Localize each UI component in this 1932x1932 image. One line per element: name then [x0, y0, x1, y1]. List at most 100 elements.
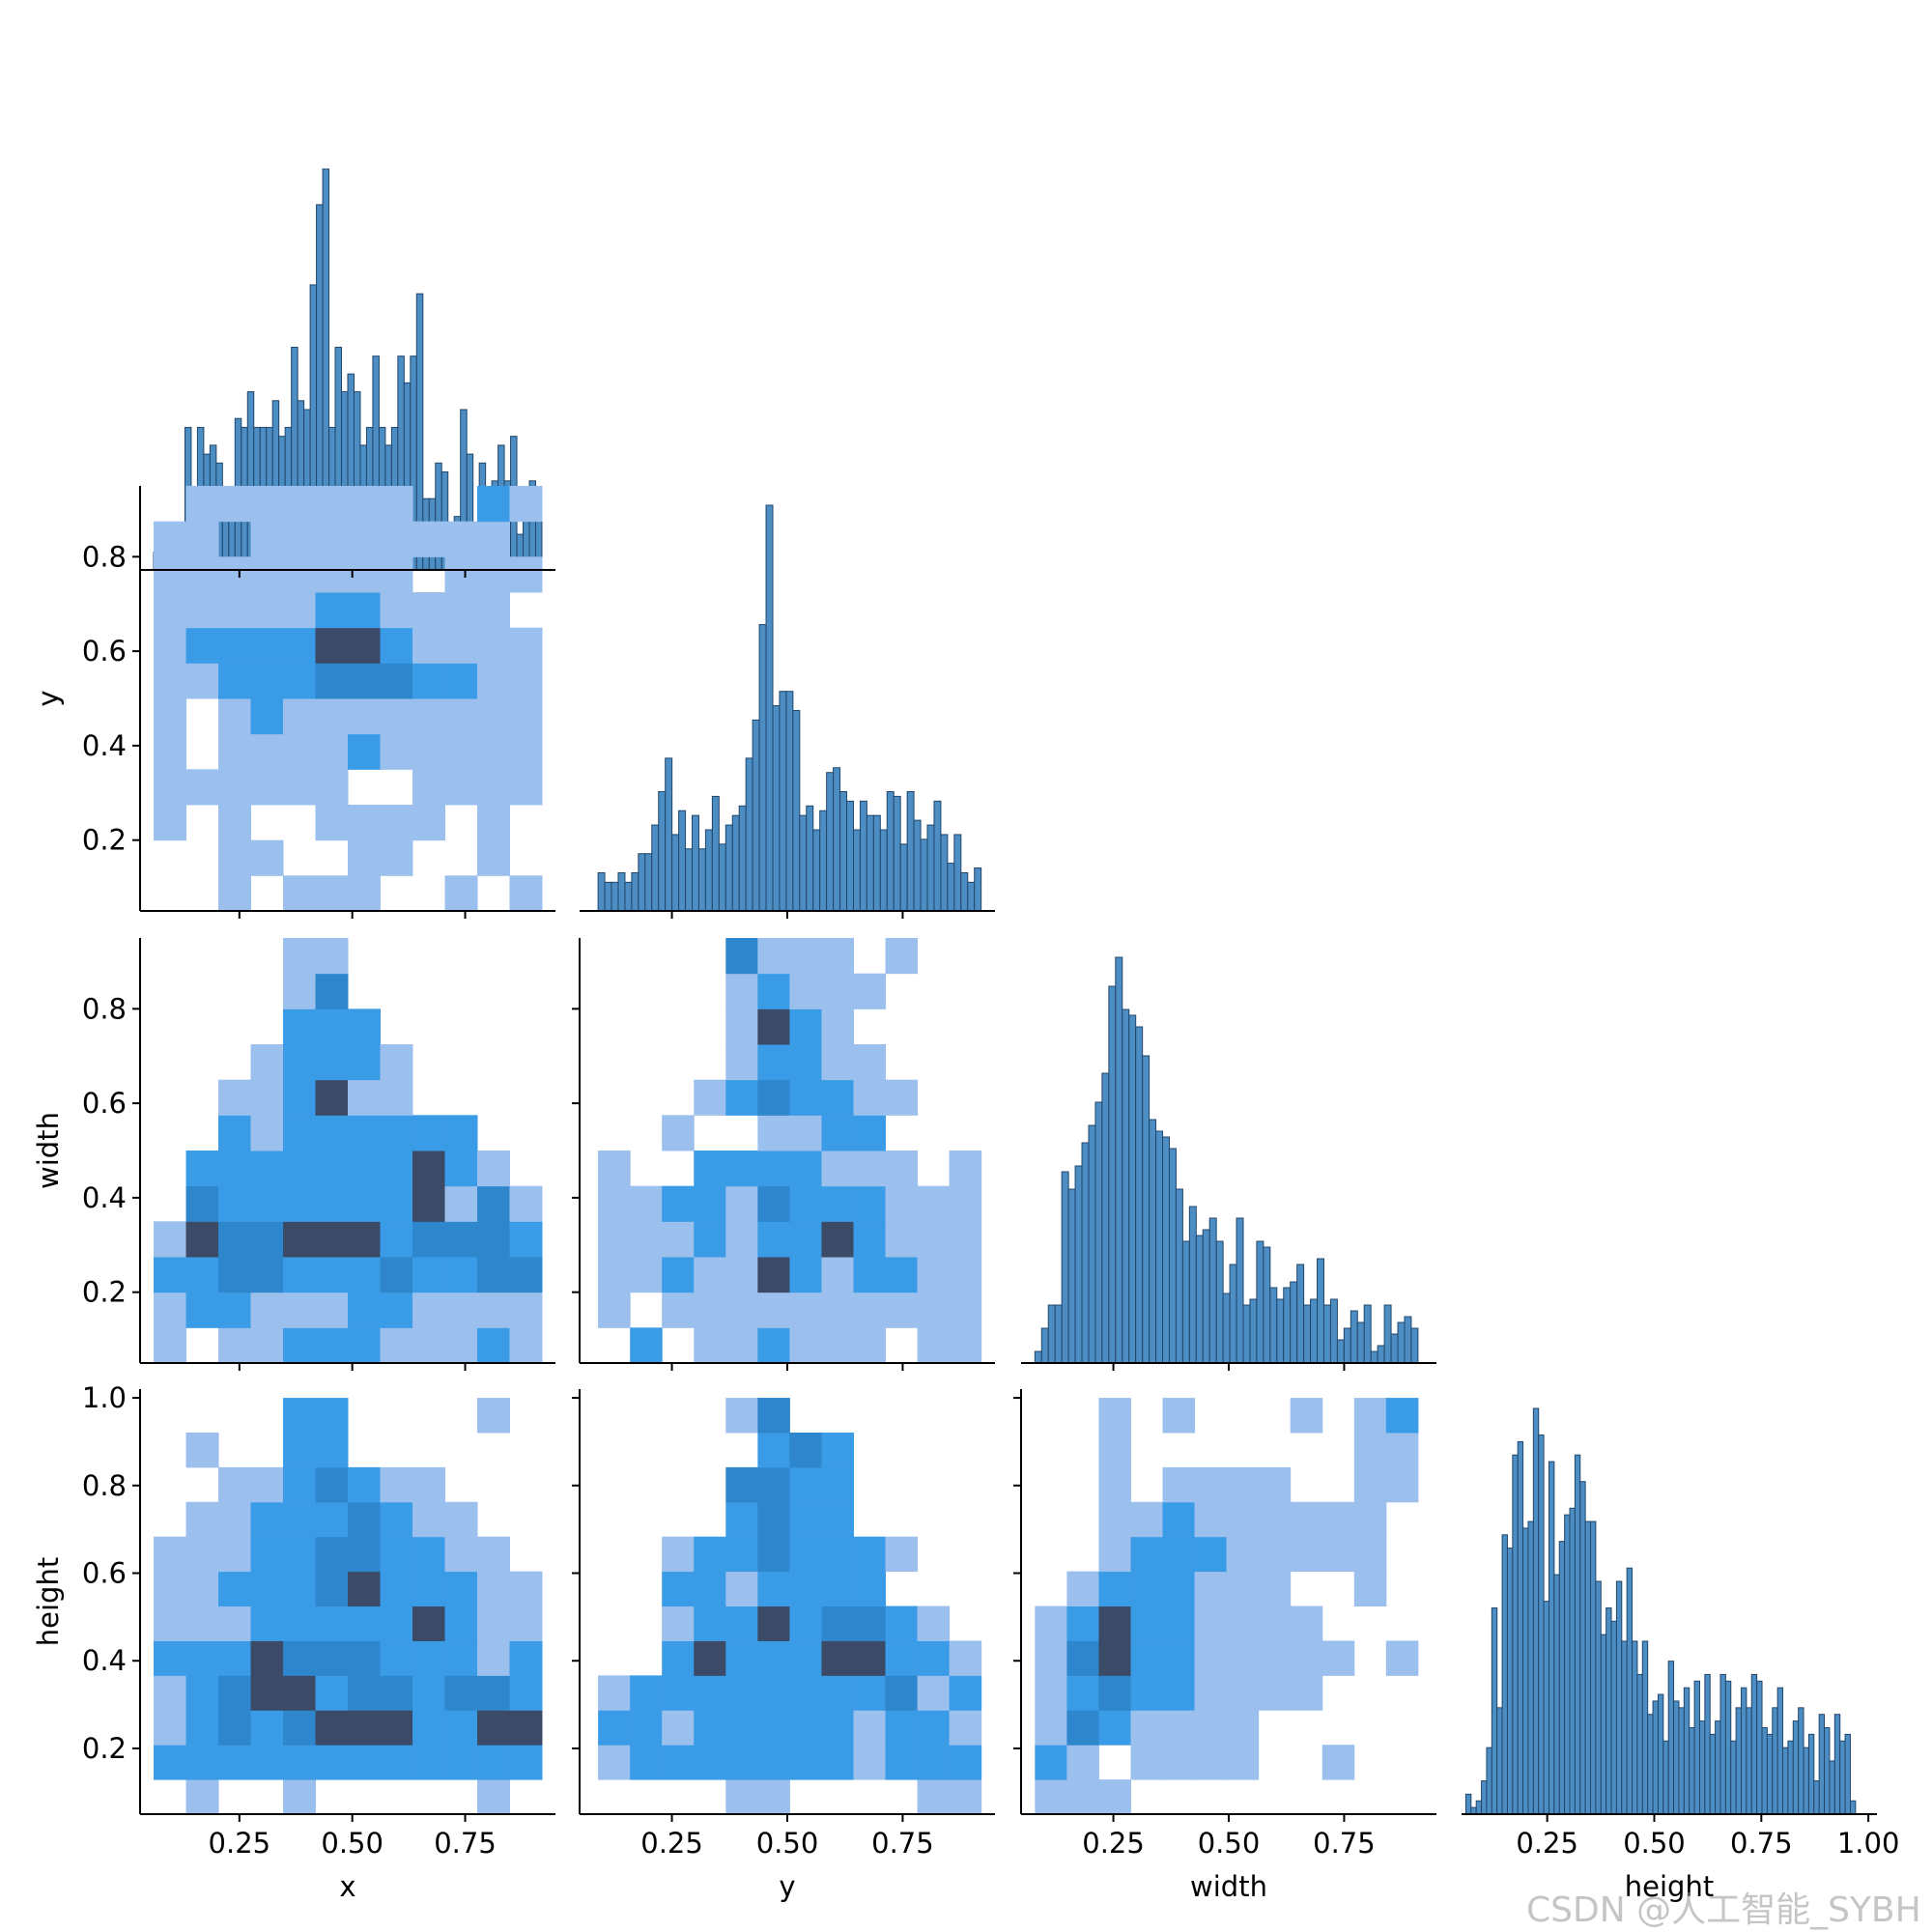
hist2d-cell-y_vs_x-2-6	[348, 805, 381, 841]
hist2d-cell-height_vs_y-6-7	[821, 1571, 854, 1607]
hist2d-cell-height_vs_width-5-2	[1098, 1605, 1131, 1641]
hist2d-cell-height_vs_x-2-9	[444, 1710, 478, 1746]
hist2d-cell-width_vs_x-3-8	[412, 1221, 445, 1258]
hist2d-cell-height_vs_y-7-6	[789, 1536, 822, 1573]
hist2d-cell-width_vs_x-0-0	[154, 1327, 187, 1364]
hist2d-cell-y_vs_x-11-2	[218, 486, 252, 523]
hist-bar-width-18	[1155, 1130, 1164, 1364]
hist-bar-height-57	[1761, 1726, 1768, 1815]
hist-bar-y-4	[624, 881, 633, 912]
hist-bar-width-0	[1034, 1350, 1042, 1364]
hist2d-cell-width_vs_x-8-3	[250, 1044, 284, 1081]
hist2d-cell-height_vs_y-0-11	[949, 1779, 982, 1815]
hist2d-cell-y_vs_x-9-11	[509, 556, 543, 593]
hist-bar-width-8	[1088, 1124, 1096, 1364]
hist-bar-height-69	[1824, 1726, 1831, 1815]
hist2d-cell-y_vs_x-4-9	[444, 733, 478, 770]
hist2d-cell-width_vs_y-5-5	[757, 1151, 790, 1187]
hist-bar-y-49	[926, 824, 935, 912]
hist2d-cell-width_vs_y-8-8	[853, 1044, 887, 1081]
hist2d-cell-width_vs_x-6-2	[218, 1115, 252, 1151]
hist2d-cell-width_vs_y-0-4	[725, 1327, 758, 1364]
hist2d-cell-height_vs_width-4-4	[1162, 1640, 1196, 1676]
hist2d-cell-y_vs_x-6-5	[315, 663, 349, 699]
hist-bar-width-32	[1249, 1298, 1258, 1364]
hist-bar-width-34	[1263, 1246, 1271, 1364]
hist-bar-height-70	[1829, 1760, 1835, 1815]
hist-bar-width-54	[1397, 1321, 1406, 1364]
hist2d-cell-width_vs_y-1-11	[949, 1292, 982, 1328]
hist-bar-y-2	[611, 881, 619, 912]
hist2d-cell-height_vs_x-7-0	[154, 1536, 187, 1573]
x-axis-title-x: x	[339, 1870, 355, 1903]
hist2d-cell-width_vs_y-2-6	[789, 1257, 822, 1293]
hist2d-cell-width_vs_x-7-4	[283, 1079, 317, 1116]
hist2d-cell-height_vs_width-9-11	[1385, 1466, 1419, 1503]
hist2d-cell-y_vs_x-3-8	[412, 769, 445, 806]
hist2d-cell-width_vs_y-4-4	[725, 1185, 758, 1222]
hist2d-cell-width_vs_x-1-4	[283, 1292, 317, 1328]
hist2d-cell-height_vs_width-4-9	[1321, 1640, 1355, 1676]
y-tick-label-width-0: 0.2	[82, 1276, 127, 1309]
hist-bar-width-45	[1336, 1339, 1345, 1364]
hist2d-cell-height_vs_y-4-5	[757, 1640, 790, 1676]
hist2d-cell-y_vs_x-8-1	[185, 592, 219, 629]
hist-bar-height-45	[1698, 1720, 1706, 1815]
hist2d-cell-width_vs_y-0-6	[789, 1327, 822, 1364]
hist-bar-width-20	[1168, 1148, 1177, 1364]
hist-bar-height-17	[1553, 1574, 1560, 1815]
x-tick-label-y-1: 0.50	[756, 1827, 819, 1860]
hist2d-cell-width_vs_y-2-4	[725, 1257, 758, 1293]
hist2d-cell-y_vs_x-1-3	[250, 839, 284, 876]
hist2d-cell-height_vs_width-8-4	[1162, 1501, 1196, 1538]
hist2d-cell-width_vs_x-0-11	[509, 1327, 543, 1364]
hist2d-cell-width_vs_x-7-3	[250, 1079, 284, 1116]
hist2d-cell-height_vs_x-4-4	[283, 1640, 317, 1676]
hist2d-cell-height_vs_width-11-11	[1385, 1398, 1419, 1434]
hist2d-cell-width_vs_y-6-7	[821, 1115, 854, 1151]
hist2d-cell-height_vs_y-3-1	[630, 1675, 663, 1711]
hist-bar-width-29	[1229, 1264, 1237, 1364]
hist-bar-height-4	[1486, 1747, 1492, 1815]
hist2d-cell-height_vs_y-0-4	[725, 1779, 758, 1815]
hist2d-cell-width_vs_y-7-5	[757, 1079, 790, 1116]
hist2d-cell-width_vs_x-7-7	[380, 1079, 413, 1116]
hist2d-cell-width_vs_y-4-2	[662, 1185, 695, 1222]
hist-bar-height-62	[1787, 1740, 1794, 1815]
hist2d-cell-width_vs_y-3-8	[853, 1221, 887, 1258]
hist2d-cell-height_vs_width-6-5	[1194, 1571, 1228, 1607]
hist2d-cell-y_vs_x-3-2	[218, 769, 252, 806]
hist-bar-y-32	[812, 829, 821, 912]
hist2d-cell-height_vs_x-9-3	[250, 1466, 284, 1503]
hist2d-cell-height_vs_x-6-7	[380, 1571, 413, 1607]
hist-bar-width-50	[1370, 1350, 1378, 1364]
hist2d-cell-height_vs_width-9-7	[1258, 1466, 1292, 1503]
hist-bar-y-0	[597, 871, 606, 912]
hist2d-cell-height_vs_x-7-8	[412, 1536, 445, 1573]
hist2d-cell-height_vs_y-2-3	[694, 1710, 726, 1746]
hist-bar-width-26	[1208, 1217, 1217, 1364]
hist2d-cell-width_vs_x-0-9	[444, 1327, 478, 1364]
hist2d-cell-height_vs_y-4-7	[821, 1640, 854, 1676]
hist2d-cell-height_vs_y-3-5	[757, 1675, 790, 1711]
hist-bar-y-40	[866, 814, 874, 912]
hist2d-cell-y_vs_x-10-7	[380, 521, 413, 557]
hist2d-cell-y_vs_x-4-8	[412, 733, 445, 770]
hist2d-cell-width_vs_x-4-7	[380, 1185, 413, 1222]
hist2d-cell-width_vs_x-5-3	[250, 1151, 284, 1187]
x-tick-label-x-2: 0.75	[434, 1827, 497, 1860]
hist-bar-height-66	[1807, 1733, 1815, 1815]
hist2d-cell-height_vs_y-3-6	[789, 1675, 822, 1711]
hist2d-cell-height_vs_width-4-8	[1290, 1640, 1323, 1676]
hist2d-cell-height_vs_width-11-2	[1098, 1398, 1131, 1434]
hist-bar-y-53	[953, 834, 962, 912]
hist-bar-y-22	[745, 757, 753, 912]
hist2d-cell-y_vs_x-9-1	[185, 556, 219, 593]
hist2d-cell-height_vs_x-2-6	[348, 1710, 381, 1746]
hist2d-cell-height_vs_width-7-2	[1098, 1536, 1131, 1573]
hist-bar-y-31	[806, 805, 814, 912]
hist2d-cell-y_vs_x-1-7	[380, 839, 413, 876]
hist2d-cell-width_vs_x-1-7	[380, 1292, 413, 1328]
hist-bar-height-53	[1741, 1687, 1747, 1815]
